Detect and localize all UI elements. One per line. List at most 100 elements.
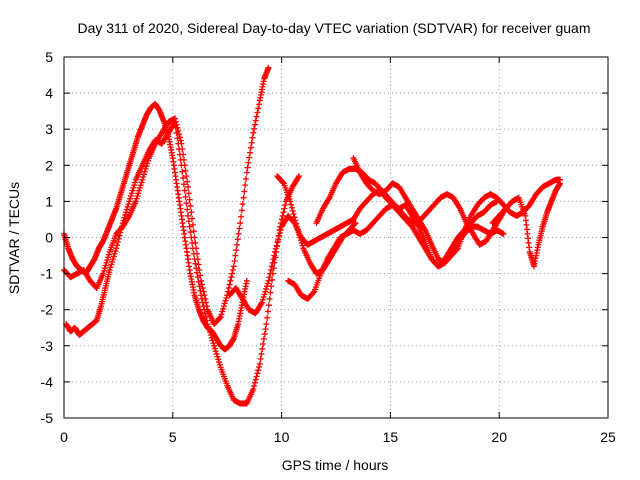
x-tick-label: 25 — [600, 429, 616, 445]
data-point — [265, 64, 272, 71]
data-point — [239, 201, 246, 208]
data-point — [138, 179, 145, 186]
data-point — [109, 256, 116, 263]
data-point — [255, 105, 262, 112]
data-point — [280, 209, 287, 216]
data-point — [187, 229, 194, 236]
data-point — [243, 169, 250, 176]
data-point — [182, 167, 189, 174]
data-point — [189, 245, 196, 252]
data-point — [272, 245, 279, 252]
data-point — [140, 174, 147, 181]
y-tick-label: -3 — [41, 338, 54, 354]
data-point — [190, 228, 197, 235]
data-point — [218, 311, 225, 318]
data-point — [259, 345, 266, 352]
data-point — [279, 212, 286, 219]
data-point — [130, 184, 137, 191]
data-point — [136, 187, 143, 194]
data-point — [200, 303, 207, 310]
data-point — [110, 253, 117, 260]
data-point — [127, 195, 134, 202]
data-point — [230, 263, 237, 270]
data-point — [186, 223, 193, 230]
data-point — [296, 173, 303, 180]
gridlines — [64, 57, 608, 418]
data-point — [229, 266, 236, 273]
data-point — [234, 236, 241, 243]
data-point — [263, 285, 270, 292]
data-point — [137, 182, 144, 189]
data-point — [136, 184, 143, 191]
data-point — [220, 303, 227, 310]
data-point — [237, 220, 244, 227]
data-point — [266, 295, 273, 302]
data-point — [198, 295, 205, 302]
x-tick-label: 15 — [383, 429, 399, 445]
y-tick-label: 3 — [45, 121, 53, 137]
data-point — [217, 313, 224, 320]
data-point — [288, 201, 295, 208]
data-point — [187, 202, 194, 209]
data-point — [255, 367, 262, 374]
data-point — [214, 353, 221, 360]
data-points — [61, 64, 564, 407]
y-axis-label: SDTVAR / TECUs — [6, 182, 22, 294]
data-point — [253, 373, 260, 380]
data-point — [249, 134, 256, 141]
data-point — [119, 220, 126, 227]
data-point — [185, 183, 192, 190]
data-point — [236, 225, 243, 232]
data-point — [103, 259, 110, 266]
data-point — [253, 113, 260, 120]
data-point — [143, 163, 150, 170]
data-point — [261, 291, 268, 298]
data-point — [179, 168, 186, 175]
series-arc-b — [61, 64, 272, 328]
data-point — [264, 314, 271, 321]
data-point — [274, 239, 281, 246]
data-point — [263, 321, 270, 328]
data-point — [176, 151, 183, 158]
data-point — [225, 285, 232, 292]
data-point — [186, 196, 193, 203]
data-point — [259, 299, 266, 306]
data-point — [291, 214, 298, 221]
data-point — [267, 289, 274, 296]
data-point — [258, 350, 265, 357]
data-point — [199, 299, 206, 306]
data-point — [288, 204, 295, 211]
data-point — [102, 262, 109, 269]
data-point — [223, 294, 230, 301]
data-point — [195, 261, 202, 268]
data-point — [229, 270, 236, 277]
data-point — [123, 209, 130, 216]
data-point — [275, 236, 282, 243]
series-arc-f — [274, 173, 359, 277]
data-point — [114, 242, 121, 249]
data-point — [248, 139, 255, 146]
y-tick-label: 4 — [45, 85, 53, 101]
data-point — [184, 206, 191, 213]
data-point — [219, 308, 226, 315]
data-point — [290, 211, 297, 218]
data-point — [189, 239, 196, 246]
data-point — [256, 360, 263, 367]
data-point — [126, 198, 133, 205]
data-point — [104, 257, 111, 264]
data-point — [297, 237, 304, 244]
data-point — [118, 223, 125, 230]
data-point — [277, 226, 284, 233]
data-point — [216, 361, 223, 368]
data-point — [267, 266, 274, 273]
x-tick-label: 10 — [274, 429, 290, 445]
data-point — [260, 336, 267, 343]
data-point — [263, 283, 270, 290]
data-point — [247, 149, 254, 156]
data-point — [269, 276, 276, 283]
data-point — [293, 220, 300, 227]
data-point — [175, 140, 182, 147]
data-point — [194, 269, 201, 276]
data-point — [295, 229, 302, 236]
data-point — [112, 248, 119, 255]
